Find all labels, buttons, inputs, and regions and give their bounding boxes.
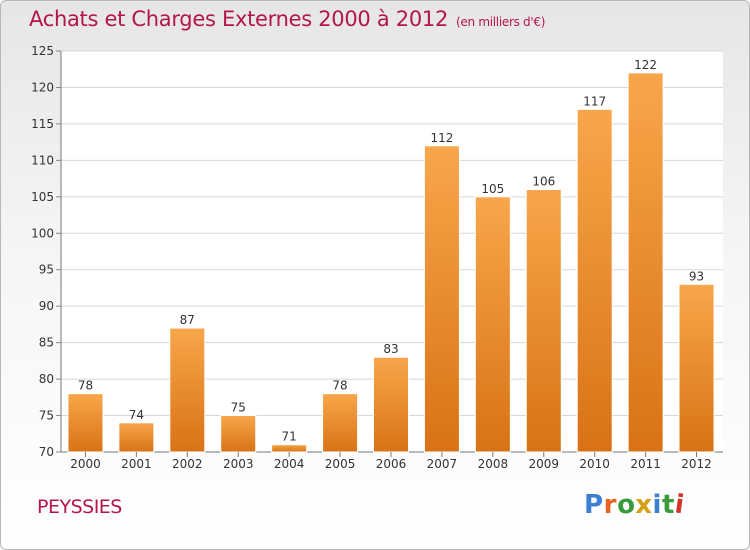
x-tick-label: 2002 <box>172 457 203 471</box>
bar <box>474 196 511 453</box>
bar <box>576 108 613 453</box>
x-tick-label: 2001 <box>121 457 152 471</box>
x-tick-label: 2009 <box>528 457 559 471</box>
chart-title-line: Achats et Charges Externes 2000 à 2012 (e… <box>29 7 545 31</box>
logo-letter: x <box>635 490 653 520</box>
bar <box>525 189 562 453</box>
commune-name: PEYSSIES <box>37 496 122 518</box>
bar <box>322 393 359 453</box>
chart-subtitle: (en milliers d'€) <box>456 15 546 29</box>
y-tick-label: 110 <box>31 153 54 167</box>
y-tick-label: 80 <box>39 372 54 386</box>
bar <box>423 145 460 453</box>
proxiti-logo[interactable]: Proxiti <box>584 488 686 522</box>
bar-value-label: 71 <box>282 430 297 444</box>
y-tick-label: 100 <box>31 226 54 240</box>
y-tick-label: 70 <box>39 445 54 459</box>
y-tick-label: 115 <box>31 117 54 131</box>
y-tick-label: 75 <box>39 409 54 423</box>
x-tick-label: 2005 <box>325 457 356 471</box>
y-tick-label: 90 <box>39 299 54 313</box>
x-tick-label: 2000 <box>70 457 101 471</box>
bar-value-label: 78 <box>78 379 93 393</box>
bar <box>373 356 409 453</box>
chart-title: Achats et Charges Externes 2000 à 2012 <box>29 7 449 31</box>
x-tick-label: 2003 <box>223 457 254 471</box>
x-tick-label: 2008 <box>478 457 509 471</box>
x-tick-label: 2012 <box>681 457 712 471</box>
bar <box>169 327 206 453</box>
x-tick-label: 2007 <box>427 457 458 471</box>
bar-value-label: 93 <box>689 269 704 283</box>
bar-value-label: 122 <box>634 58 657 72</box>
logo-letter: i <box>652 490 662 520</box>
bar <box>627 72 664 453</box>
logo-letter: o <box>614 488 638 522</box>
bar <box>67 393 104 453</box>
bar-value-label: 106 <box>532 175 555 189</box>
bar-value-label: 117 <box>583 94 606 108</box>
x-tick-label: 2010 <box>579 457 610 471</box>
logo-letter: t <box>661 490 675 520</box>
y-tick-label: 120 <box>31 80 54 94</box>
bar-value-label: 105 <box>481 182 504 196</box>
y-tick-label: 85 <box>39 336 54 350</box>
y-tick-label: 95 <box>39 263 54 277</box>
bar <box>271 444 308 453</box>
bar-value-label: 87 <box>180 313 195 327</box>
x-tick-label: 2011 <box>630 457 661 471</box>
bar <box>118 422 155 453</box>
x-tick-label: 2004 <box>274 457 305 471</box>
bar <box>220 415 257 453</box>
bar-value-label: 75 <box>231 401 246 415</box>
y-tick-label: 125 <box>31 44 54 58</box>
bar-value-label: 83 <box>383 342 398 356</box>
bar <box>678 283 715 453</box>
bar-value-label: 78 <box>332 379 347 393</box>
bar-value-label: 74 <box>129 408 144 422</box>
logo-letter: P <box>584 490 604 520</box>
x-tick-label: 2006 <box>376 457 407 471</box>
logo-letter: r <box>603 490 617 520</box>
y-tick-label: 105 <box>31 190 54 204</box>
bar-value-label: 112 <box>430 131 453 145</box>
